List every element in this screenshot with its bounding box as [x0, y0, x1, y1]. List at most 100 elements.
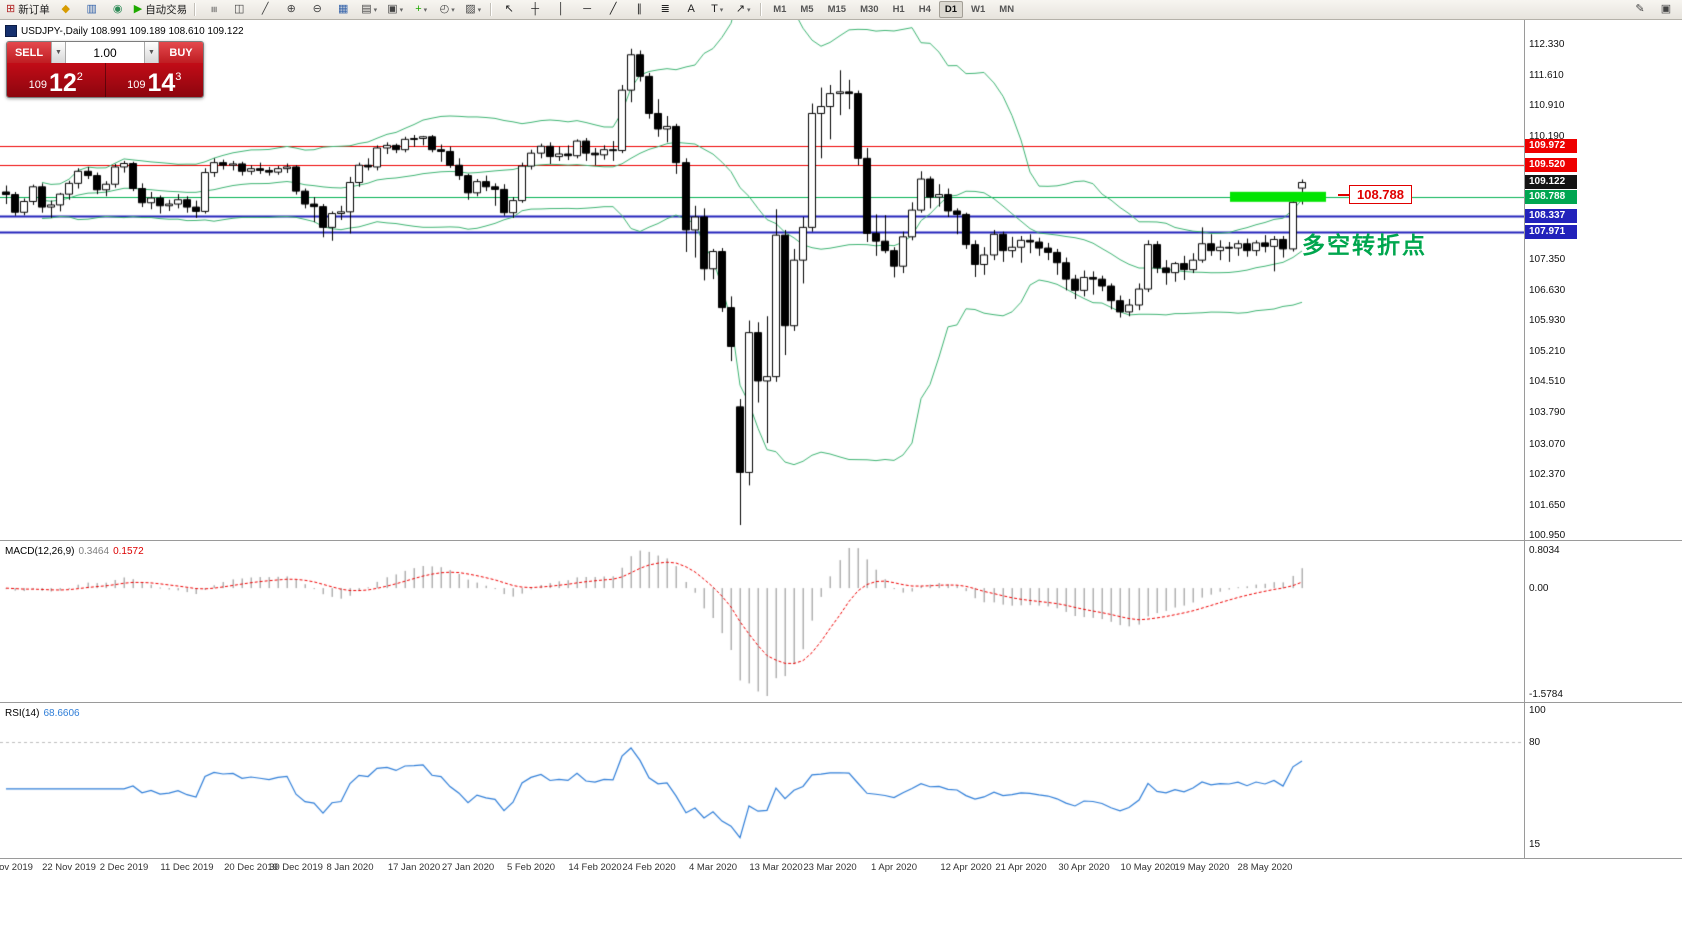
price-axis-label: 110.190 — [1529, 131, 1565, 142]
data-window-icon: ◉ — [112, 3, 123, 15]
timeframe-w1[interactable]: W1 — [971, 4, 986, 15]
arrange-windows-button[interactable]: ▣ ▾ — [382, 0, 408, 20]
text-button[interactable]: A — [678, 0, 704, 20]
trendline-button[interactable]: ╱ — [600, 0, 626, 20]
date-axis-label: 28 May 2020 — [1237, 862, 1293, 873]
cascade-windows-button[interactable]: ▤ ▾ — [356, 0, 382, 20]
zoom-in-button[interactable]: ⊕ — [278, 0, 304, 20]
market-watch-button[interactable]: ▥ — [79, 0, 105, 20]
zoom-out-button[interactable]: ⊖ — [304, 0, 330, 20]
date-axis-label: 27 Jan 2020 — [441, 862, 495, 873]
horizontal-line-icon: ─ — [583, 3, 592, 15]
price-axis-label: 111.610 — [1529, 70, 1564, 81]
horizontal-line-button[interactable]: ─ — [574, 0, 600, 20]
arrows-button[interactable]: T ▾ — [704, 0, 730, 20]
timeframe-group: M1 M5 M15 M30 H1 H4 D1 W1 MN — [766, 1, 1021, 19]
candlestick-chart-icon: ◫ — [233, 3, 245, 15]
candlestick-chart-button[interactable]: ◫ — [226, 0, 252, 20]
autotrading-button[interactable]: ▶ 自动交易 — [131, 0, 190, 20]
price-axis-label: 103.070 — [1529, 439, 1566, 450]
rsi-indicator-label: RSI(14) 68.6606 — [5, 708, 80, 719]
volume-field-wrap — [66, 42, 144, 63]
volume-down-spinner[interactable]: ▼ — [51, 42, 66, 63]
zoom-in-icon: ⊕ — [286, 3, 296, 15]
time-axis-separator — [0, 858, 1682, 859]
candlestick-chart-canvas[interactable] — [0, 20, 1524, 540]
price-level-tag: 108.337 — [1525, 209, 1577, 223]
one-click-trading-panel: SELL ▼ ▼ BUY 109 12 2 109 14 3 — [6, 41, 204, 98]
toolbar-group-trading: ⊞ 新订单 ◆ ▥ ◉ ▶ 自动交易 — [3, 1, 190, 19]
date-axis-label: 19 May 2020 — [1174, 862, 1230, 873]
line-chart-button[interactable]: ╱ — [252, 0, 278, 20]
timeframe-m5[interactable]: M5 — [800, 4, 814, 15]
chart-area: USDJPY-,Daily 108.991 109.189 108.610 10… — [0, 20, 1682, 942]
fibonacci-icon: ≣ — [660, 3, 670, 15]
fibonacci-button[interactable]: ≣ — [652, 0, 678, 20]
timeframe-h4[interactable]: H4 — [918, 4, 931, 15]
new-order-icon: ⊞ — [6, 3, 16, 15]
price-axis-label: 105.210 — [1529, 346, 1566, 357]
date-axis-label: 12 Apr 2020 — [940, 862, 992, 873]
price-axis-label: 105.930 — [1529, 315, 1566, 326]
date-axis-label: 23 Mar 2020 — [803, 862, 857, 873]
tile-windows-button[interactable]: ▦ — [330, 0, 356, 20]
layout-icon[interactable]: ▣ — [1653, 0, 1679, 20]
price-axis-label: 103.790 — [1529, 407, 1566, 418]
rsi-value: 68.6606 — [43, 708, 80, 719]
edit-icon[interactable]: ✎ — [1627, 0, 1653, 20]
macd-axis-min: -1.5784 — [1529, 689, 1563, 700]
rsi-axis-min: 15 — [1529, 839, 1541, 850]
date-axis-label: 5 Feb 2020 — [506, 862, 556, 873]
shapes-button[interactable]: ↗ ▾ — [730, 0, 756, 20]
rsi-panel-canvas[interactable] — [0, 704, 1524, 858]
date-axis-label: 20 Dec 2019 — [224, 862, 278, 873]
cursor-icon: ↖ — [504, 3, 514, 15]
periods-icon: ◴ — [439, 3, 450, 15]
macd-panel-canvas[interactable] — [0, 542, 1524, 702]
date-axis-label: 2 Dec 2019 — [99, 862, 149, 873]
crosshair-button[interactable]: ┼ — [522, 0, 548, 20]
callout-price-text: 108.788 — [1349, 185, 1412, 204]
volume-up-spinner[interactable]: ▼ — [144, 42, 159, 63]
chevron-down-icon: ▾ — [399, 6, 404, 14]
timeframe-d1[interactable]: D1 — [938, 1, 964, 18]
bar-chart-button[interactable]: ≡ — [200, 0, 226, 20]
price-axis-label: 106.630 — [1529, 285, 1566, 296]
price-axis-label: 110.910 — [1529, 100, 1565, 111]
buy-button[interactable]: BUY — [159, 42, 203, 63]
cursor-button[interactable]: ↖ — [496, 0, 522, 20]
timeframe-mn[interactable]: MN — [999, 4, 1015, 15]
new-order-button[interactable]: ⊞ 新订单 — [3, 0, 53, 20]
trendline-icon: ╱ — [609, 3, 617, 15]
chevron-down-icon: ▾ — [423, 6, 428, 14]
timeframe-m30[interactable]: M30 — [860, 4, 879, 15]
toolbar-group-draw-tools: ↖ ┼ │ ─ ╱ ∥ ≣ A T ▾ ↗ ▾ — [496, 1, 756, 19]
vertical-line-icon: │ — [557, 3, 565, 15]
expert-advisors-button[interactable]: ◆ — [53, 0, 79, 20]
chart-window-icon — [5, 25, 17, 37]
sell-button[interactable]: SELL — [7, 42, 51, 63]
price-axis-label: 104.510 — [1529, 376, 1566, 387]
chevron-down-icon: ▾ — [451, 6, 455, 14]
chevron-down-icon: ▾ — [373, 6, 378, 14]
templates-button[interactable]: ▨ ▾ — [460, 0, 486, 20]
indicators-button[interactable]: + ▾ — [408, 0, 434, 20]
sell-price-button[interactable]: 109 12 2 — [7, 63, 106, 97]
edit-icon: ✎ — [1635, 3, 1645, 15]
macd-name: MACD(12,26,9) — [5, 546, 75, 557]
channel-icon: ∥ — [636, 3, 642, 15]
timeframe-m15[interactable]: M15 — [827, 4, 847, 15]
buy-price-button[interactable]: 109 14 3 — [106, 63, 204, 97]
vertical-line-button[interactable]: │ — [548, 0, 574, 20]
shapes-icon: ↗ — [735, 3, 746, 15]
volume-input[interactable] — [66, 42, 144, 63]
channel-button[interactable]: ∥ — [626, 0, 652, 20]
periods-button[interactable]: ◴ ▾ — [434, 0, 460, 20]
layout-icon: ▣ — [1660, 3, 1672, 15]
panel-separator — [0, 540, 1682, 541]
timeframe-h1[interactable]: H1 — [892, 4, 905, 15]
timeframe-m1[interactable]: M1 — [773, 4, 787, 15]
price-axis-label: 100.950 — [1529, 530, 1566, 541]
data-window-button[interactable]: ◉ — [105, 0, 131, 20]
